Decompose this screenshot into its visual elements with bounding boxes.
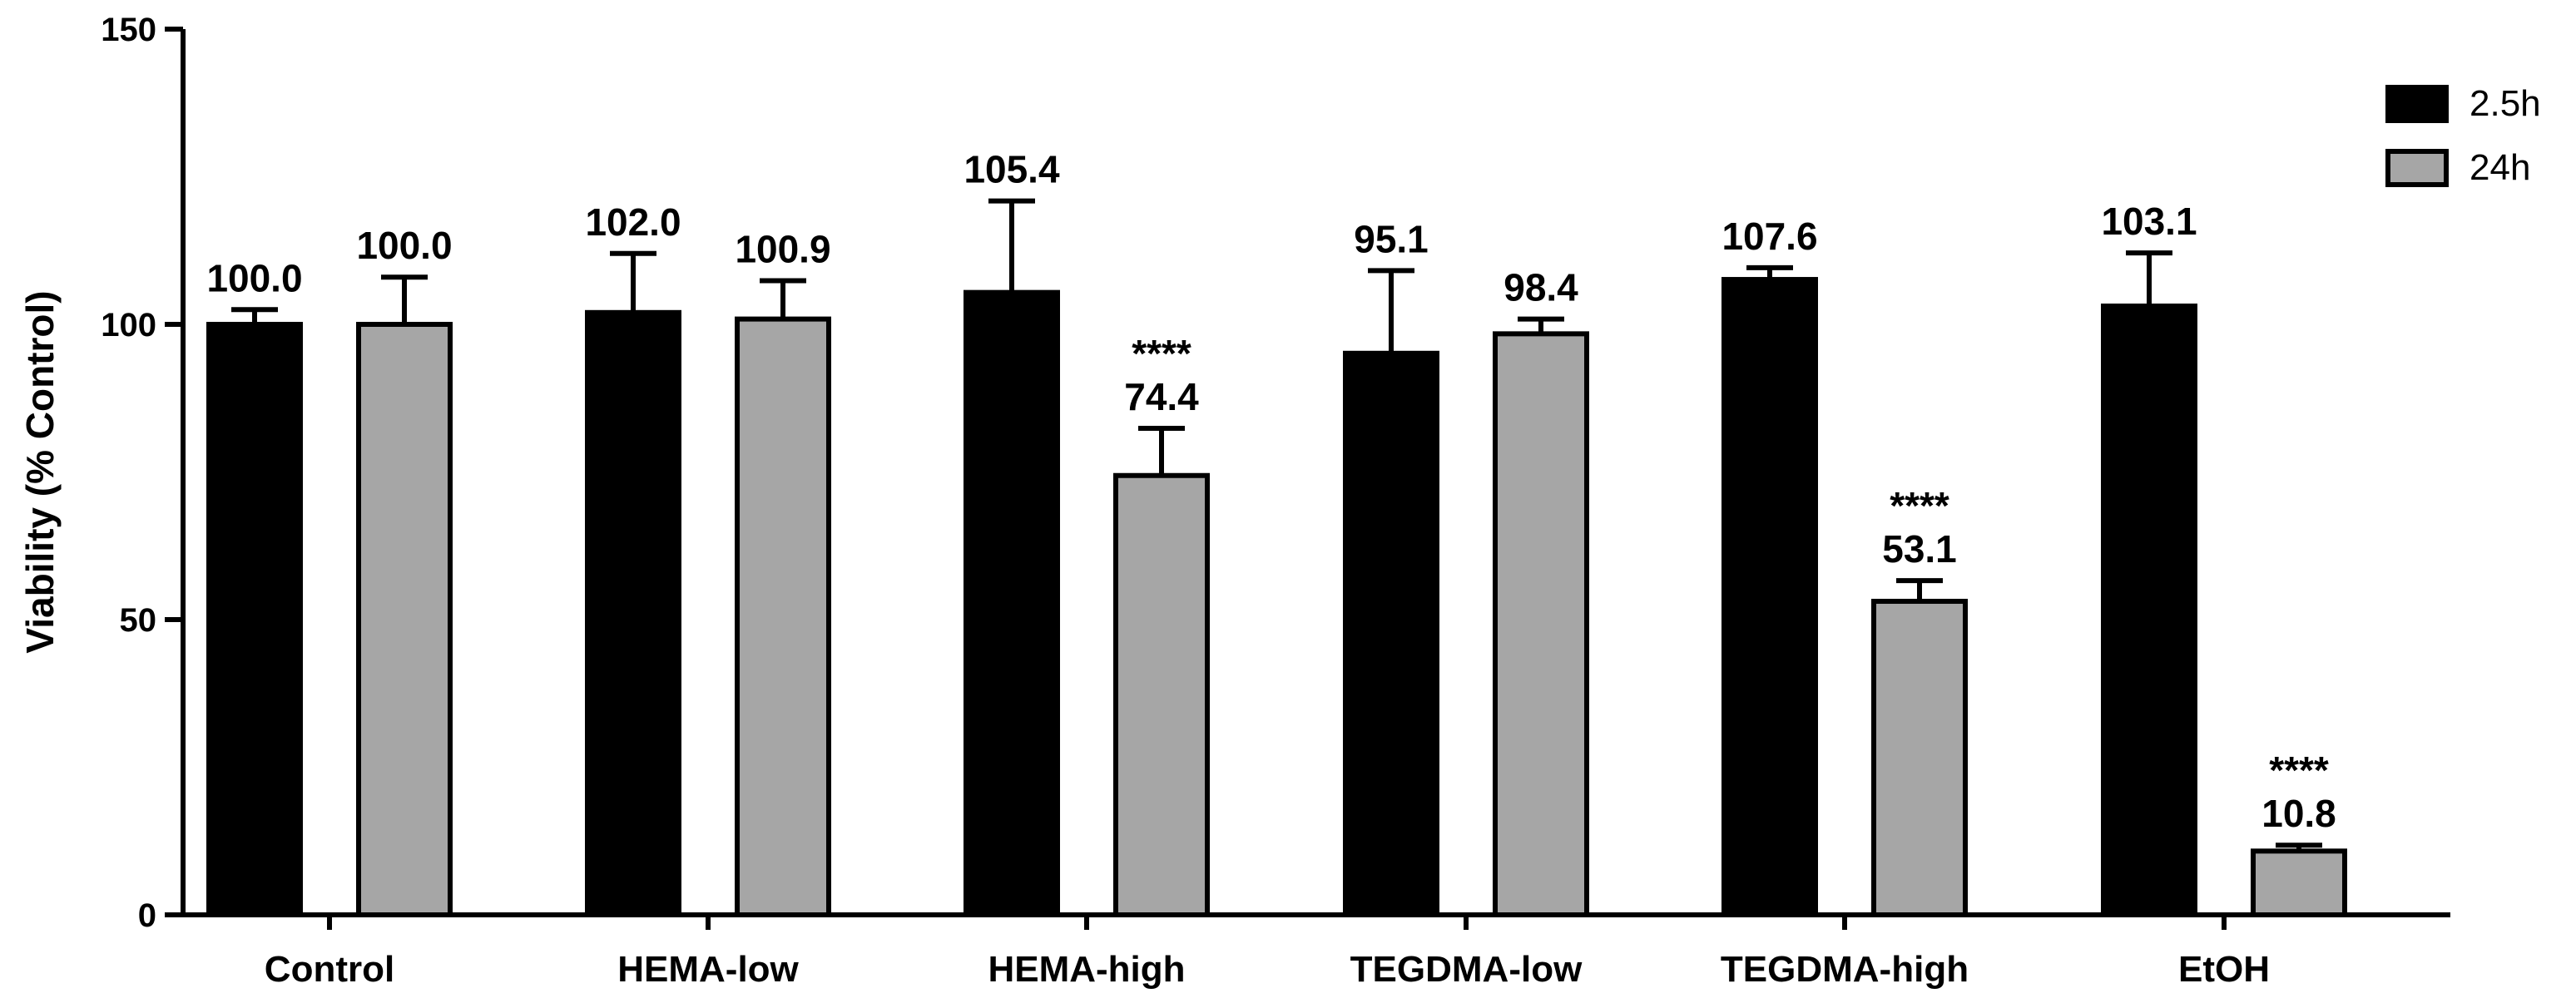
y-tick-label: 150: [101, 12, 156, 48]
bar-2.5h: [206, 322, 303, 917]
y-axis: 0 50 100 150 Viability (% Control): [18, 12, 186, 934]
y-tick-label: 50: [120, 602, 157, 639]
significance-label: ****: [1132, 332, 1191, 375]
bar-2.5h: [2101, 303, 2197, 917]
data-label: 100.9: [735, 227, 830, 270]
x-tick-label: TEGDMA-high: [1721, 949, 1969, 990]
legend: 2.5h 24h: [2385, 83, 2541, 188]
bar-2.5h: [964, 289, 1060, 918]
bar-2.5h: [1721, 277, 1818, 918]
data-label: 102.0: [585, 200, 681, 244]
legend-swatch-2.5h: [2385, 85, 2449, 123]
bar-24h: [1493, 331, 1589, 917]
x-tick-label: HEMA-high: [988, 949, 1185, 990]
data-label: 105.4: [964, 148, 1060, 191]
legend-label: 24h: [2469, 147, 2530, 188]
legend-label: 2.5h: [2469, 83, 2541, 124]
y-tick-label: 100: [101, 307, 156, 343]
data-label: 53.1: [1882, 527, 1957, 571]
x-tick-label: EtOH: [2178, 949, 2270, 990]
data-label: 95.1: [1354, 217, 1429, 260]
data-label: 98.4: [1503, 266, 1578, 309]
bar-2.5h: [585, 309, 681, 917]
data-label: 103.1: [2101, 200, 2197, 243]
significance-label: ****: [2269, 749, 2329, 792]
bar-24h: [356, 322, 453, 917]
bars: 100.0100.0102.0100.9105.474.4****95.198.…: [206, 148, 2347, 918]
data-label: 100.0: [356, 224, 452, 267]
y-tick-label: 0: [138, 897, 156, 934]
x-axis: Control HEMA-low HEMA-high TEGDMA-low TEGDMA…: [181, 912, 2450, 990]
legend-swatch-24h: [2385, 149, 2449, 187]
significance-label: ****: [1890, 484, 1949, 527]
x-tick-label: Control: [265, 949, 394, 990]
data-label: 74.4: [1124, 375, 1199, 418]
bar-24h: [735, 316, 831, 917]
data-label: 107.6: [1721, 215, 1817, 258]
x-tick-label: HEMA-low: [617, 949, 799, 990]
x-tick-label: TEGDMA-low: [1350, 949, 1583, 990]
data-label: 100.0: [206, 256, 302, 299]
bar-24h: [2251, 848, 2347, 918]
data-label: 10.8: [2261, 792, 2336, 835]
bar-24h: [1113, 472, 1210, 917]
bar-24h: [1871, 598, 1968, 917]
bar-2.5h: [1343, 350, 1439, 918]
y-axis-label: Viability (% Control): [18, 290, 62, 653]
